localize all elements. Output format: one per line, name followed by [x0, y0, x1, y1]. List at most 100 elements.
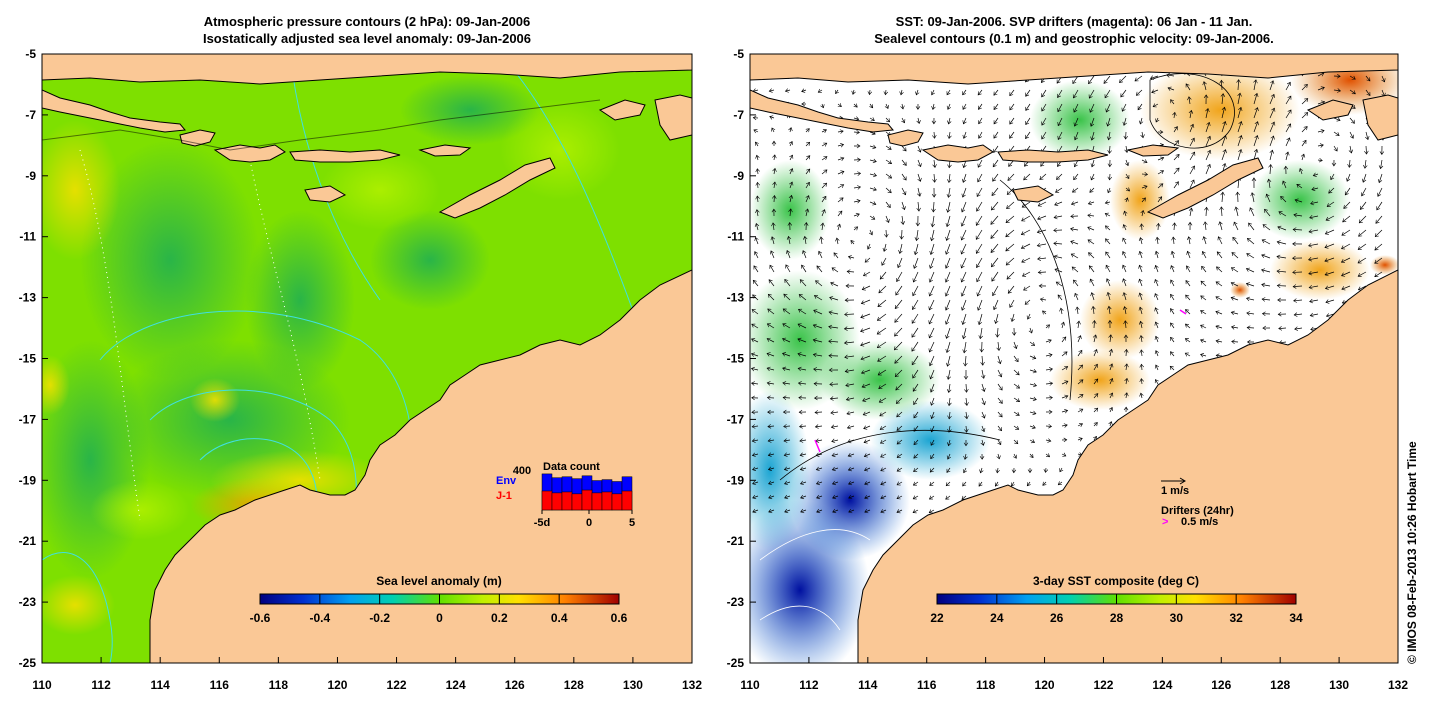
velocity-arrowhead: [1215, 296, 1220, 301]
velocity-arrow: [1155, 364, 1159, 371]
velocity-arrow: [1221, 121, 1226, 133]
velocity-arrow: [990, 243, 999, 253]
velocity-arrowhead: [991, 206, 995, 211]
velocity-arrow: [1151, 89, 1159, 93]
velocity-arrow: [1204, 221, 1207, 231]
java-island: [42, 89, 186, 133]
velocity-arrow: [964, 453, 967, 460]
velocity-arrow: [896, 439, 903, 445]
velocity-arrowhead: [1201, 265, 1206, 270]
velocity-arrowhead: [755, 209, 760, 214]
velocity-arrowhead: [813, 381, 818, 386]
velocity-arrowhead: [1271, 107, 1276, 112]
velocity-arrowhead: [992, 306, 998, 311]
left-lat-tick-label: -25: [19, 656, 37, 670]
velocity-arrow: [895, 369, 903, 377]
velocity-arrowhead: [1011, 331, 1017, 336]
velocity-arrowhead: [772, 195, 777, 199]
velocity-arrowhead: [880, 495, 885, 500]
j1-count-bar: [561, 491, 573, 511]
velocity-arrow: [1077, 335, 1082, 343]
velocity-arrow: [1215, 340, 1223, 343]
velocity-arrowhead: [876, 316, 881, 321]
velocity-arrowhead: [946, 375, 951, 380]
velocity-arrow: [820, 236, 823, 245]
velocity-arrowhead: [887, 146, 892, 150]
velocity-arrow: [929, 271, 935, 283]
velocity-arrowhead: [1125, 162, 1130, 167]
velocity-arrow: [1141, 131, 1144, 138]
velocity-arrow: [1261, 284, 1271, 287]
velocity-arrow: [1170, 308, 1175, 315]
velocity-arrowhead: [880, 481, 885, 486]
velocity-arrow: [1077, 408, 1084, 413]
velocity-arrowhead: [1261, 253, 1266, 258]
velocity-arrowhead: [782, 366, 787, 372]
velocity-arrow: [1280, 196, 1287, 203]
velocity-arrowhead: [1073, 163, 1078, 168]
velocity-arrow: [945, 481, 951, 487]
velocity-arrowhead: [817, 250, 823, 255]
velocity-arrow: [752, 509, 759, 513]
velocity-arrowhead: [1107, 176, 1113, 181]
velocity-arrowhead: [995, 469, 1000, 474]
velocity-arrowhead: [1037, 202, 1042, 207]
velocity-arrow: [1089, 103, 1095, 113]
velocity-arrowhead: [766, 366, 771, 372]
velocity-arrow: [930, 453, 935, 459]
velocity-arrow: [1045, 324, 1050, 329]
velocity-arrowhead: [1245, 282, 1250, 287]
velocity-arrow: [1216, 251, 1223, 259]
velocity-arrow: [1344, 187, 1351, 196]
velocity-arrow: [1041, 103, 1047, 112]
velocity-arrowhead: [1014, 440, 1019, 445]
velocity-arrow: [1121, 103, 1127, 112]
velocity-arrowhead: [1105, 108, 1110, 113]
velocity-arrowhead: [1032, 355, 1037, 360]
velocity-arrowhead: [1005, 219, 1010, 224]
velocity-arrowhead: [1200, 324, 1205, 329]
velocity-arrowhead: [1108, 334, 1113, 339]
velocity-arrowhead: [1094, 363, 1098, 368]
velocity-arrowhead: [1138, 250, 1143, 255]
velocity-arrow: [1137, 103, 1143, 110]
velocity-arrow: [1139, 307, 1143, 315]
velocity-arrowhead: [831, 480, 837, 486]
velocity-arrowhead: [752, 508, 757, 514]
sst-green-patch: [820, 340, 940, 420]
velocity-arrow: [1061, 322, 1065, 329]
velocity-arrow: [755, 141, 759, 147]
velocity-arrow: [831, 267, 839, 273]
velocity-arrowhead: [1270, 80, 1275, 85]
velocity-arrowhead: [1187, 221, 1193, 226]
sla-mid-blob: [90, 480, 190, 540]
velocity-arrow: [1185, 338, 1191, 343]
velocity-arrowhead: [1122, 237, 1127, 242]
velocity-arrowhead: [819, 236, 824, 241]
velocity-arrowhead: [1062, 336, 1067, 341]
velocity-arrowhead: [913, 454, 918, 459]
velocity-arrow: [1231, 252, 1239, 259]
velocity-arrow: [782, 382, 791, 385]
velocity-arrowhead: [1059, 307, 1064, 312]
velocity-arrowhead: [1359, 205, 1364, 210]
velocity-arrow: [929, 481, 935, 486]
velocity-arrow: [1109, 392, 1113, 399]
velocity-arrow: [869, 201, 877, 205]
velocity-arrowhead: [1230, 325, 1235, 330]
velocity-arrowhead: [857, 185, 862, 190]
velocity-arrowhead: [913, 414, 918, 419]
velocity-arrow: [1039, 173, 1047, 180]
velocity-arrowhead: [1056, 175, 1061, 180]
velocity-arrowhead: [1057, 122, 1062, 127]
velocity-arrow: [813, 368, 823, 371]
velocity-arrow: [901, 103, 904, 110]
velocity-arrow: [768, 509, 775, 513]
velocity-arrow: [930, 439, 935, 446]
colorbar-tick-label: 22: [930, 611, 944, 625]
velocity-legend: 1 m/s Drifters (24hr) > 0.5 m/s: [1161, 477, 1234, 528]
velocity-arrowhead: [1185, 294, 1190, 299]
velocity-arrowhead: [912, 278, 917, 283]
velocity-arrow: [782, 338, 791, 343]
velocity-arrowhead: [1154, 335, 1159, 340]
